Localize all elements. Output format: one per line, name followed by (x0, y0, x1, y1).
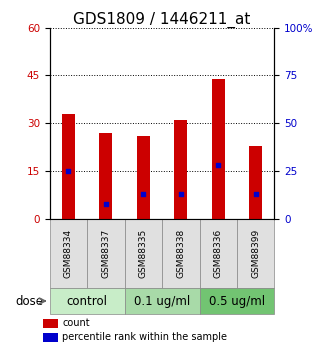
Bar (212, 79, 225, 219)
Text: GSM88399: GSM88399 (251, 229, 260, 278)
Text: 0.5 ug/ml: 0.5 ug/ml (209, 295, 265, 307)
Text: count: count (62, 318, 90, 328)
Point (178, 191, 183, 197)
Bar (87, 219, 125, 288)
Bar (43, 319, 57, 328)
Bar (50, 288, 125, 314)
Bar (249, 146, 262, 219)
Text: GSM88334: GSM88334 (64, 229, 73, 278)
Bar (200, 219, 237, 288)
Bar (174, 120, 187, 219)
Text: GSM88338: GSM88338 (176, 229, 185, 278)
Bar (237, 219, 274, 288)
Text: GSM88336: GSM88336 (214, 229, 223, 278)
Point (141, 191, 146, 197)
Bar (125, 219, 162, 288)
Bar (50, 219, 87, 288)
Bar (125, 288, 200, 314)
Bar (137, 136, 150, 219)
Text: percentile rank within the sample: percentile rank within the sample (62, 332, 227, 342)
Point (216, 163, 221, 168)
Text: GSM88335: GSM88335 (139, 229, 148, 278)
Bar (62, 114, 75, 219)
Point (253, 191, 258, 197)
Title: GDS1809 / 1446211_at: GDS1809 / 1446211_at (74, 11, 251, 28)
Point (66, 168, 71, 174)
Text: dose: dose (15, 295, 43, 307)
Text: control: control (67, 295, 108, 307)
Bar (200, 288, 274, 314)
Text: GSM88337: GSM88337 (101, 229, 110, 278)
Bar (162, 219, 200, 288)
Bar (100, 133, 112, 219)
Text: 0.1 ug/ml: 0.1 ug/ml (134, 295, 190, 307)
Bar (43, 333, 57, 342)
Point (103, 201, 108, 207)
